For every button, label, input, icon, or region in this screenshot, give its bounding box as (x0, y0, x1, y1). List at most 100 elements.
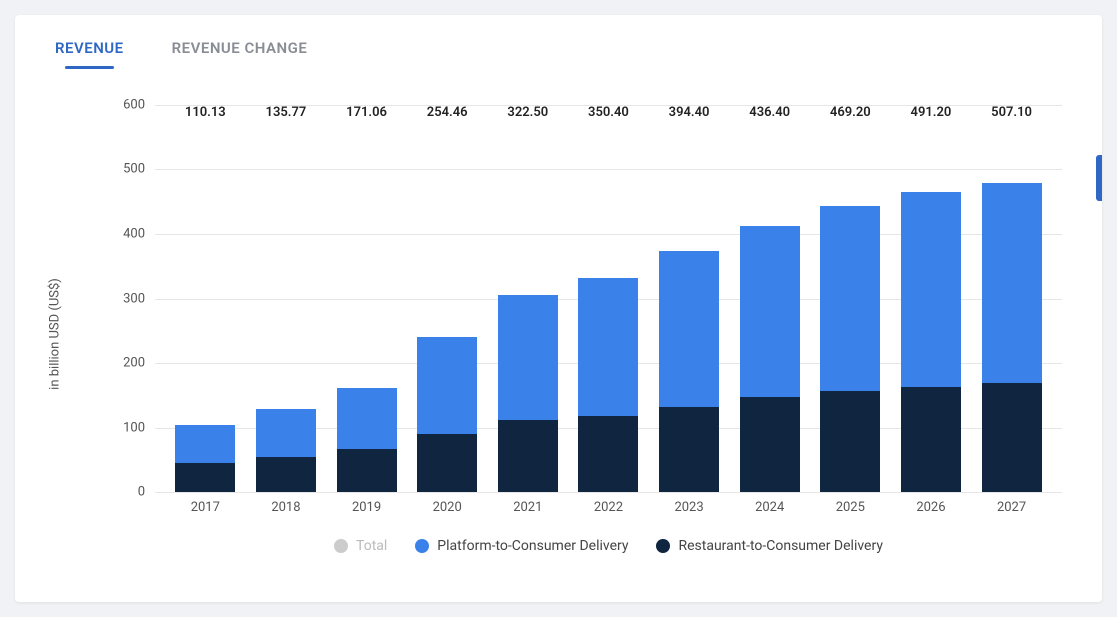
bar-segment[interactable] (578, 416, 638, 492)
bar-stack-holder (820, 126, 880, 492)
tab-revenue[interactable]: REVENUE (55, 39, 124, 67)
side-handle[interactable] (1096, 155, 1102, 201)
x-tick-label: 2019 (352, 500, 381, 515)
bar-segment[interactable] (417, 434, 477, 492)
bar-segment[interactable] (337, 388, 397, 450)
legend-swatch-total (334, 539, 348, 553)
bar-stack-holder (175, 126, 235, 492)
bar-stack-holder (578, 126, 638, 492)
bar-segment[interactable] (498, 420, 558, 492)
plot-area: 0100200300400500600110.132017135.7720181… (155, 105, 1062, 492)
x-tick-label: 2022 (594, 500, 623, 515)
x-tick-label: 2018 (271, 500, 300, 515)
x-tick-label: 2023 (674, 500, 703, 515)
bar-segment[interactable] (659, 251, 719, 406)
y-tick-label: 300 (123, 291, 145, 306)
bar-group[interactable]: 507.102027 (982, 105, 1042, 492)
bar-segment[interactable] (578, 278, 638, 415)
x-tick-label: 2017 (191, 500, 220, 515)
bar-total-label: 394.40 (669, 105, 710, 120)
bar-stack (820, 126, 880, 492)
bars-container: 110.132017 135.772018 171.062019 254.462020… (155, 105, 1062, 492)
y-tick-label: 600 (123, 98, 145, 113)
bar-stack (256, 126, 316, 492)
bar-group[interactable]: 469.202025 (820, 105, 880, 492)
tabs: REVENUE REVENUE CHANGE (15, 15, 1102, 67)
bar-stack (982, 126, 1042, 492)
bar-stack-holder (659, 126, 719, 492)
y-tick-label: 500 (123, 162, 145, 177)
bar-segment[interactable] (256, 409, 316, 456)
chart-card: REVENUE REVENUE CHANGE in billion USD (U… (15, 15, 1102, 602)
y-tick-label: 400 (123, 226, 145, 241)
bar-total-label: 436.40 (749, 105, 790, 120)
bar-segment[interactable] (256, 457, 316, 492)
bar-segment[interactable] (337, 449, 397, 492)
y-tick-label: 100 (123, 420, 145, 435)
bar-stack-holder (901, 126, 961, 492)
grid-line (155, 492, 1062, 493)
bar-stack-holder (417, 126, 477, 492)
bar-stack-holder (337, 126, 397, 492)
bar-group[interactable]: 436.402024 (740, 105, 800, 492)
x-tick-label: 2025 (836, 500, 865, 515)
bar-stack (337, 126, 397, 492)
bar-segment[interactable] (982, 183, 1042, 384)
bar-total-label: 135.77 (266, 105, 307, 120)
legend-item-restaurant[interactable]: Restaurant-to-Consumer Delivery (656, 538, 882, 554)
legend-swatch-platform (415, 539, 429, 553)
bar-segment[interactable] (901, 387, 961, 492)
bar-stack-holder (982, 126, 1042, 492)
legend-item-platform[interactable]: Platform-to-Consumer Delivery (415, 538, 628, 554)
legend-item-total[interactable]: Total (334, 538, 387, 554)
bar-group[interactable]: 350.402022 (578, 105, 638, 492)
bar-group[interactable]: 110.132017 (175, 105, 235, 492)
x-tick-label: 2021 (513, 500, 542, 515)
bar-segment[interactable] (901, 192, 961, 387)
x-tick-label: 2020 (433, 500, 462, 515)
bar-stack-holder (740, 126, 800, 492)
x-tick-label: 2024 (755, 500, 784, 515)
bar-segment[interactable] (982, 383, 1042, 492)
bar-segment[interactable] (175, 425, 235, 463)
legend-swatch-restaurant (656, 539, 670, 553)
bar-total-label: 254.46 (427, 105, 468, 120)
y-tick-label: 200 (123, 355, 145, 370)
bar-segment[interactable] (740, 226, 800, 398)
bar-stack-holder (498, 126, 558, 492)
bar-segment[interactable] (820, 391, 880, 492)
x-tick-label: 2027 (997, 500, 1026, 515)
bar-group[interactable]: 322.502021 (498, 105, 558, 492)
bar-total-label: 171.06 (346, 105, 387, 120)
legend: Total Platform-to-Consumer Delivery Rest… (155, 538, 1062, 554)
bar-stack (175, 126, 235, 492)
bar-total-label: 491.20 (911, 105, 952, 120)
bar-group[interactable]: 491.202026 (901, 105, 961, 492)
bar-group[interactable]: 171.062019 (337, 105, 397, 492)
bar-group[interactable]: 135.772018 (256, 105, 316, 492)
bar-segment[interactable] (740, 397, 800, 492)
y-axis-label: in billion USD (US$) (48, 278, 63, 390)
y-tick-label: 0 (138, 485, 145, 500)
bar-stack (498, 126, 558, 492)
bar-segment[interactable] (175, 463, 235, 492)
x-tick-label: 2026 (916, 500, 945, 515)
bar-total-label: 322.50 (507, 105, 548, 120)
bar-total-label: 110.13 (185, 105, 226, 120)
bar-group[interactable]: 394.402023 (659, 105, 719, 492)
chart-area: in billion USD (US$) 0100200300400500600… (55, 95, 1072, 572)
bar-segment[interactable] (417, 337, 477, 434)
bar-stack (659, 126, 719, 492)
bar-total-label: 469.20 (830, 105, 871, 120)
legend-label-platform: Platform-to-Consumer Delivery (437, 538, 628, 554)
legend-label-restaurant: Restaurant-to-Consumer Delivery (678, 538, 882, 554)
bar-segment[interactable] (820, 206, 880, 392)
bar-group[interactable]: 254.462020 (417, 105, 477, 492)
bar-stack (578, 126, 638, 492)
bar-segment[interactable] (498, 295, 558, 420)
tab-revenue-change[interactable]: REVENUE CHANGE (172, 39, 308, 67)
bar-stack (417, 126, 477, 492)
bar-stack (901, 126, 961, 492)
bar-segment[interactable] (659, 407, 719, 492)
bar-stack-holder (256, 126, 316, 492)
